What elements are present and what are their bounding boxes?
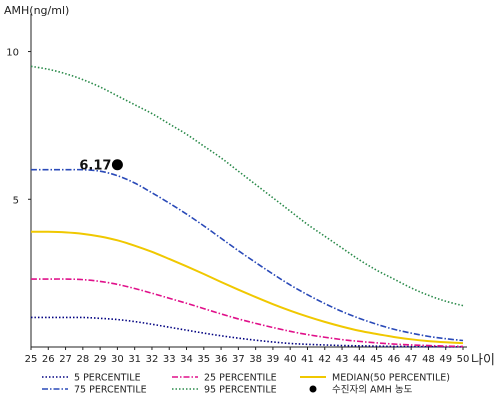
x-tick-label: 35 bbox=[197, 354, 210, 365]
series-line-2 bbox=[30, 230, 464, 345]
legend: 5 PERCENTILE 25 PERCENTILE MEDIAN(50 PERCE… bbox=[42, 373, 450, 396]
y-axis-label: AMH(ng/ml) bbox=[4, 4, 69, 17]
x-tick-label: 38 bbox=[249, 354, 262, 365]
patient-amh-point bbox=[111, 159, 123, 171]
x-tick-label: 31 bbox=[128, 354, 141, 365]
y-tick-label: 10 bbox=[6, 48, 19, 59]
x-tick-label: 50 bbox=[457, 354, 470, 365]
axes: 25 26 27 28 29 30 31 32 33 34 35 36 37 38 39 40 41 42 43 44… bbox=[6, 14, 469, 365]
legend-marker-label: 수진자의 AMH 농도 bbox=[332, 385, 413, 396]
x-tick-label: 46 bbox=[388, 354, 401, 365]
x-tick-label: 29 bbox=[94, 354, 107, 365]
x-tick-label: 41 bbox=[301, 354, 314, 365]
series-line-3 bbox=[31, 168, 464, 342]
x-tick-label: 48 bbox=[422, 354, 435, 365]
x-tick-label: 40 bbox=[284, 354, 297, 365]
patient-amh-value-label: 6.17 bbox=[79, 159, 111, 174]
legend-label: MEDIAN(50 PERCENTILE) bbox=[332, 373, 450, 384]
x-tick-label: 26 bbox=[42, 354, 55, 365]
x-tick-label: 25 bbox=[25, 354, 38, 365]
x-tick-label: 28 bbox=[76, 354, 89, 365]
series-line-1 bbox=[30, 278, 464, 348]
x-tick-label: 42 bbox=[318, 354, 331, 365]
x-tick-label: 45 bbox=[370, 354, 383, 365]
x-tick-label: 44 bbox=[353, 354, 366, 365]
x-tick-label: 49 bbox=[439, 354, 452, 365]
x-tick-label: 34 bbox=[180, 354, 193, 365]
y-tick-label: 5 bbox=[13, 195, 19, 206]
x-tick-label: 33 bbox=[163, 354, 176, 365]
x-tick-label: 36 bbox=[215, 354, 228, 365]
x-tick-label: 37 bbox=[232, 354, 245, 365]
x-tick-label: 47 bbox=[405, 354, 418, 365]
x-tick-label: 39 bbox=[267, 354, 280, 365]
series-line-4 bbox=[30, 65, 464, 307]
legend-marker-swatch bbox=[309, 385, 317, 393]
x-tick-label: 30 bbox=[111, 354, 124, 365]
marker-layer: 6.17 bbox=[79, 159, 123, 174]
series-line-0 bbox=[31, 316, 464, 348]
x-tick-label: 32 bbox=[146, 354, 159, 365]
series-layer bbox=[30, 65, 464, 348]
x-axis-label: 나이 bbox=[471, 353, 495, 368]
legend-label: 95 PERCENTILE bbox=[204, 385, 277, 396]
x-tick-label: 27 bbox=[59, 354, 72, 365]
legend-label: 25 PERCENTILE bbox=[204, 373, 277, 384]
x-tick-label: 43 bbox=[336, 354, 349, 365]
legend-label: 5 PERCENTILE bbox=[74, 373, 141, 384]
legend-label: 75 PERCENTILE bbox=[74, 385, 147, 396]
